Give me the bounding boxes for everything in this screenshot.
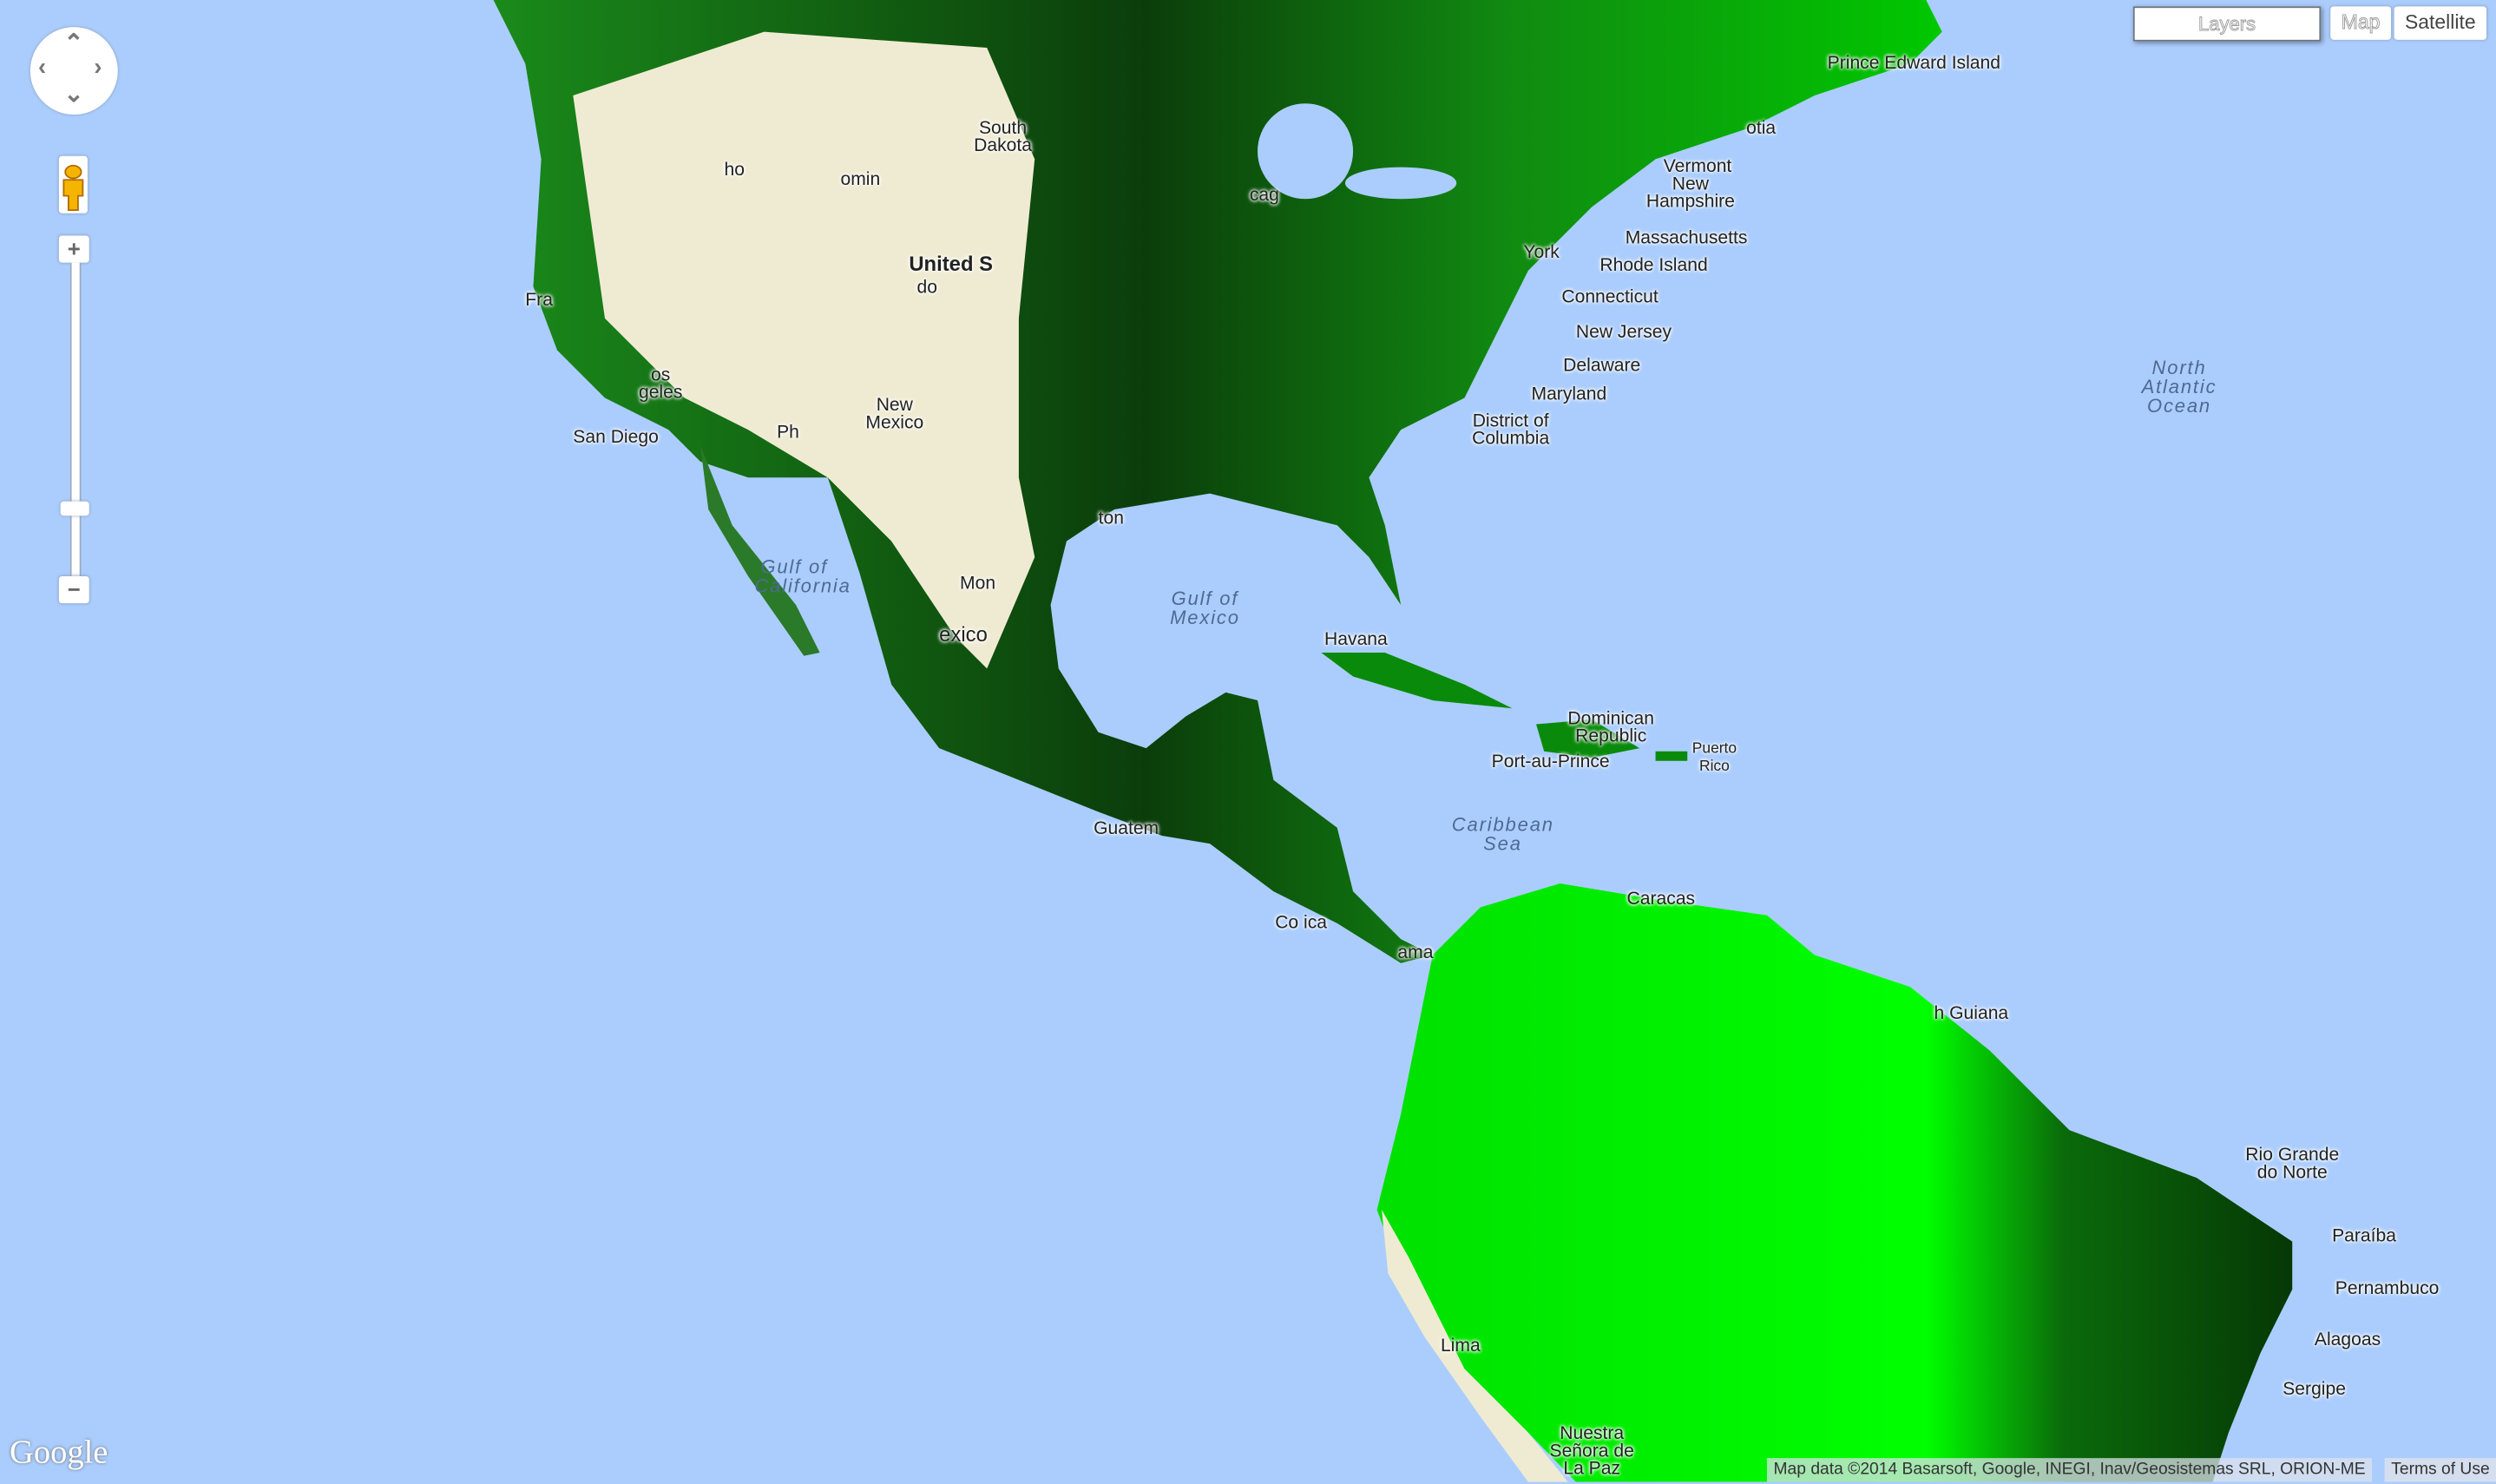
zoom-slider-thumb[interactable] bbox=[60, 501, 89, 516]
google-logo[interactable]: Google bbox=[10, 1432, 108, 1471]
label-pei: Prince Edward Island bbox=[1827, 54, 2000, 74]
label-monterrey: Mon bbox=[960, 575, 996, 594]
label-port-au-prince: Port-au-Prince bbox=[1491, 752, 1610, 772]
label-gulf-of-california: Gulf of California bbox=[754, 555, 851, 597]
label-dominican-republic: Dominican Republic bbox=[1567, 710, 1655, 747]
barren-west bbox=[573, 31, 1035, 669]
terms-of-use-link[interactable]: Terms of Use bbox=[2384, 1458, 2496, 1482]
label-nova-scotia: otia bbox=[1746, 119, 1777, 139]
map-type-satellite-button[interactable]: Satellite bbox=[2394, 6, 2487, 40]
layers-button[interactable]: Layers bbox=[2132, 6, 2322, 42]
label-mexico: exico bbox=[939, 622, 988, 647]
label-connecticut: Connecticut bbox=[1561, 287, 1659, 308]
label-los-angeles: os geles bbox=[638, 365, 683, 404]
label-delaware: Delaware bbox=[1563, 356, 1641, 376]
label-wyoming: omin bbox=[840, 170, 881, 190]
label-rio-grande-do-norte: Rio Grande do Norte bbox=[2245, 1146, 2340, 1183]
label-lima: Lima bbox=[1440, 1336, 1481, 1356]
zoom-out-button[interactable]: − bbox=[58, 575, 89, 604]
pan-left-icon[interactable]: ‹ bbox=[38, 54, 47, 82]
label-new-york: York bbox=[1523, 243, 1560, 263]
pan-right-icon[interactable]: › bbox=[94, 54, 102, 82]
label-havana: Havana bbox=[1324, 630, 1388, 650]
label-new-hampshire: New Hampshire bbox=[1645, 174, 1735, 212]
label-puerto-rico: Puerto Rico bbox=[1691, 739, 1737, 776]
label-dc: District of Columbia bbox=[1472, 412, 1550, 450]
great-lakes-east bbox=[1344, 167, 1457, 200]
label-south-dakota: South Dakota bbox=[974, 119, 1032, 156]
label-united-states: United S bbox=[909, 251, 994, 276]
pegman-icon[interactable] bbox=[58, 155, 88, 213]
label-gulf-of-mexico: Gulf of Mexico bbox=[1170, 587, 1240, 629]
pan-down-icon[interactable]: ⌃ bbox=[63, 77, 84, 106]
zoom-slider-track[interactable] bbox=[69, 262, 82, 576]
label-caracas: Caracas bbox=[1626, 890, 1696, 909]
label-pernambuco: Pernambuco bbox=[2335, 1279, 2440, 1299]
label-maryland: Maryland bbox=[1531, 384, 1607, 404]
label-rhode-island: Rhode Island bbox=[1599, 256, 1708, 276]
label-houston: ton bbox=[1098, 509, 1124, 529]
label-colorado: do bbox=[916, 278, 937, 298]
label-new-jersey: New Jersey bbox=[1575, 323, 1672, 343]
cuba bbox=[1321, 653, 1513, 709]
label-costa-rica: Co ica bbox=[1275, 913, 1328, 933]
label-la-paz: Nuestra Señora de La Paz bbox=[1549, 1424, 1634, 1479]
map-type-map-button[interactable]: Map bbox=[2330, 6, 2391, 40]
label-caribbean-sea: Caribbean Sea bbox=[1451, 813, 1554, 855]
puerto-rico bbox=[1655, 751, 1688, 761]
label-alagoas: Alagoas bbox=[2314, 1330, 2381, 1350]
great-lakes bbox=[1258, 103, 1354, 200]
label-north-atlantic: North Atlantic Ocean bbox=[2141, 356, 2217, 417]
south-america-land bbox=[1376, 883, 2293, 1482]
zoom-in-button[interactable]: + bbox=[58, 235, 89, 263]
pan-up-icon[interactable]: ⌃ bbox=[63, 30, 84, 58]
label-paraiba: Paraíba bbox=[2332, 1227, 2396, 1247]
label-san-francisco: Fra bbox=[525, 291, 553, 311]
label-massachusetts: Massachusetts bbox=[1625, 229, 1748, 249]
label-vermont: Vermont bbox=[1663, 157, 1732, 177]
label-chicago: cag bbox=[1249, 186, 1279, 206]
pan-control[interactable]: ⌃ ‹ › ⌃ bbox=[30, 27, 118, 115]
label-panama: ama bbox=[1397, 943, 1434, 963]
baja-california bbox=[700, 445, 820, 656]
label-french-guiana: h Guiana bbox=[1934, 1004, 2009, 1024]
label-san-diego: San Diego bbox=[573, 428, 659, 448]
hispaniola bbox=[1536, 719, 1640, 758]
label-idaho: ho bbox=[724, 161, 746, 181]
map-attribution: Map data ©2014 Basarsoft, Google, INEGI,… bbox=[1767, 1458, 2372, 1482]
label-guatemala: Guatem bbox=[1094, 819, 1159, 839]
label-new-mexico: New Mexico bbox=[865, 396, 924, 433]
label-sergipe: Sergipe bbox=[2283, 1380, 2346, 1400]
label-phoenix: Ph bbox=[777, 423, 799, 443]
